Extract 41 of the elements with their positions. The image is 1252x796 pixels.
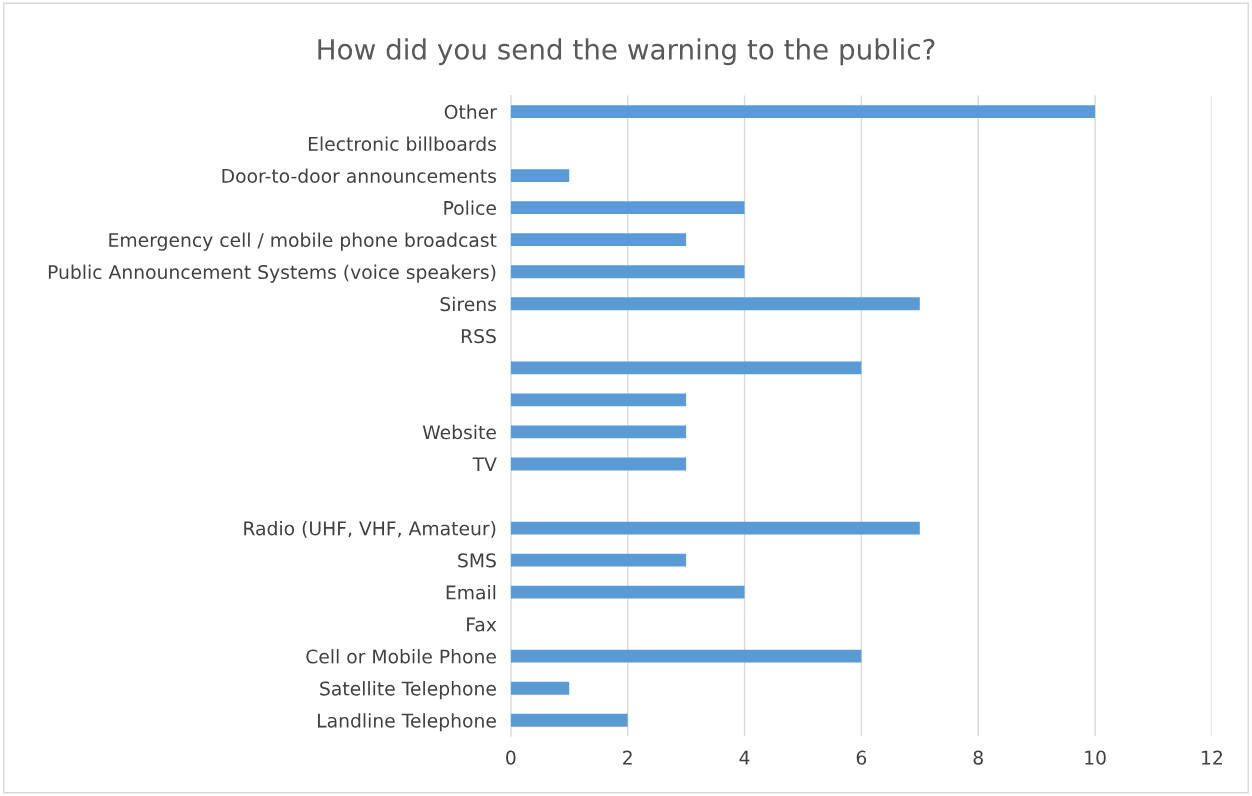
y-tick-label: Cell or Mobile Phone xyxy=(306,649,496,664)
y-tick-label: Sirens xyxy=(440,296,497,312)
bar xyxy=(510,585,745,599)
bar xyxy=(510,681,570,695)
bar xyxy=(510,297,920,311)
y-tick-label: Public Announcement Systems (voice speakers) xyxy=(48,264,496,283)
y-tick-label: Website xyxy=(422,424,496,440)
bar xyxy=(510,169,570,183)
bar xyxy=(510,393,687,407)
y-tick-label: Other xyxy=(444,104,497,119)
x-tick-label: 10 xyxy=(1085,750,1106,765)
chart-title: How did you send the warning to the public? xyxy=(318,38,935,66)
y-tick-label: Email xyxy=(446,585,496,600)
bar xyxy=(510,361,862,375)
x-tick-label: 2 xyxy=(623,750,632,765)
bar xyxy=(510,713,628,727)
x-tick-label: 8 xyxy=(973,750,983,765)
y-tick-label: Satellite Telephone xyxy=(320,681,496,700)
y-tick-label: SMS xyxy=(458,553,496,568)
x-tick-label: 6 xyxy=(856,750,867,765)
x-tick-label: 4 xyxy=(739,750,750,765)
y-tick-label: Police xyxy=(444,200,496,216)
bar xyxy=(510,265,745,279)
y-tick-label: RSS xyxy=(461,329,496,344)
bar xyxy=(510,201,745,215)
y-tick-label: Radio (UHF, VHF, Amateur) xyxy=(244,520,496,538)
bar xyxy=(510,105,1096,118)
y-tick-label: Electronic billboards xyxy=(308,136,497,151)
x-tick-label: 0 xyxy=(506,750,516,765)
bar xyxy=(510,233,687,247)
bar xyxy=(510,425,687,439)
y-tick-label: TV xyxy=(472,457,497,472)
y-tick-label: Door-to-door announcements xyxy=(222,168,497,184)
y-tick-label: Landline Telephone xyxy=(318,713,496,732)
y-tick-label: Emergency cell / mobile phone broadcast xyxy=(109,232,497,251)
bar xyxy=(510,553,687,567)
bar xyxy=(510,521,920,535)
y-tick-label: Fax xyxy=(467,617,497,632)
bar xyxy=(510,649,862,663)
x-tick-label: 12 xyxy=(1202,750,1222,765)
bar xyxy=(510,457,687,471)
